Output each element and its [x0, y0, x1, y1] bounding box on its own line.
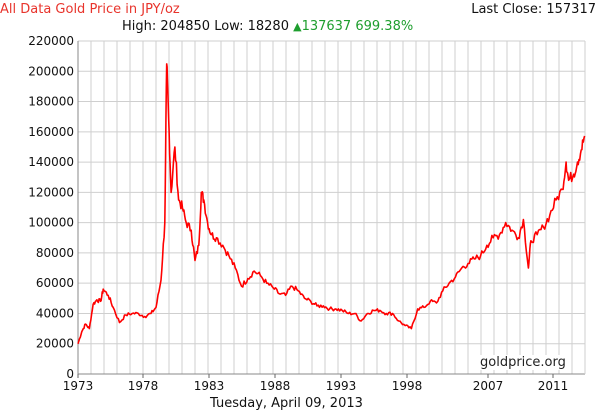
y-tick-label: 120000 — [28, 185, 74, 199]
x-tick-label: 1998 — [392, 379, 423, 393]
chart-axes — [77, 41, 586, 375]
price-line — [77, 63, 586, 344]
y-tick-label: 100000 — [28, 216, 74, 230]
change-value: 137637 — [301, 19, 352, 34]
y-tick-label: 40000 — [36, 306, 74, 320]
y-tick-label: 0 — [66, 367, 74, 381]
y-tick-label: 180000 — [28, 95, 74, 109]
y-tick-label: 60000 — [36, 276, 74, 290]
x-tick-label: 1988 — [260, 379, 291, 393]
y-tick-label: 200000 — [28, 64, 74, 78]
x-tick-label: 1973 — [63, 379, 94, 393]
low-value: 18280 — [247, 19, 289, 34]
last-close-value: 157317 — [546, 2, 596, 17]
change-percent: 699.38% — [355, 19, 414, 34]
chart-date: Tuesday, April 09, 2013 — [210, 396, 363, 411]
x-tick-label: 2007 — [473, 379, 504, 393]
y-tick-label: 220000 — [28, 34, 74, 48]
x-tick-label: 1978 — [128, 379, 159, 393]
x-tick-label: 1993 — [326, 379, 357, 393]
last-close: Last Close: 157317 — [471, 2, 596, 17]
y-tick-label: 80000 — [36, 246, 74, 260]
last-close-label: Last Close: — [471, 2, 543, 17]
low-label: Low: — [214, 19, 244, 34]
chart-title: All Data Gold Price in JPY/oz — [0, 2, 180, 17]
high-value: 204850 — [160, 19, 211, 34]
y-tick-label: 140000 — [28, 155, 74, 169]
price-stats: High: 204850 Low: 18280 ▲137637 699.38% — [122, 19, 413, 34]
watermark: goldprice.org — [480, 355, 566, 370]
y-tick-label: 160000 — [28, 125, 74, 139]
chart-grid — [77, 40, 586, 375]
y-tick-label: 20000 — [36, 337, 74, 351]
x-tick-label: 2011 — [538, 379, 569, 393]
y-axis-ticks: 0 20000 40000 60000 80000 100000 120000 140000 1… — [28, 34, 74, 381]
x-axis-ticks: 1973 1978 1983 1988 1993 1998 2007 2011 — [63, 374, 569, 393]
high-label: High: — [122, 19, 157, 34]
x-tick-label: 1983 — [194, 379, 225, 393]
up-triangle-icon: ▲ — [293, 20, 302, 33]
